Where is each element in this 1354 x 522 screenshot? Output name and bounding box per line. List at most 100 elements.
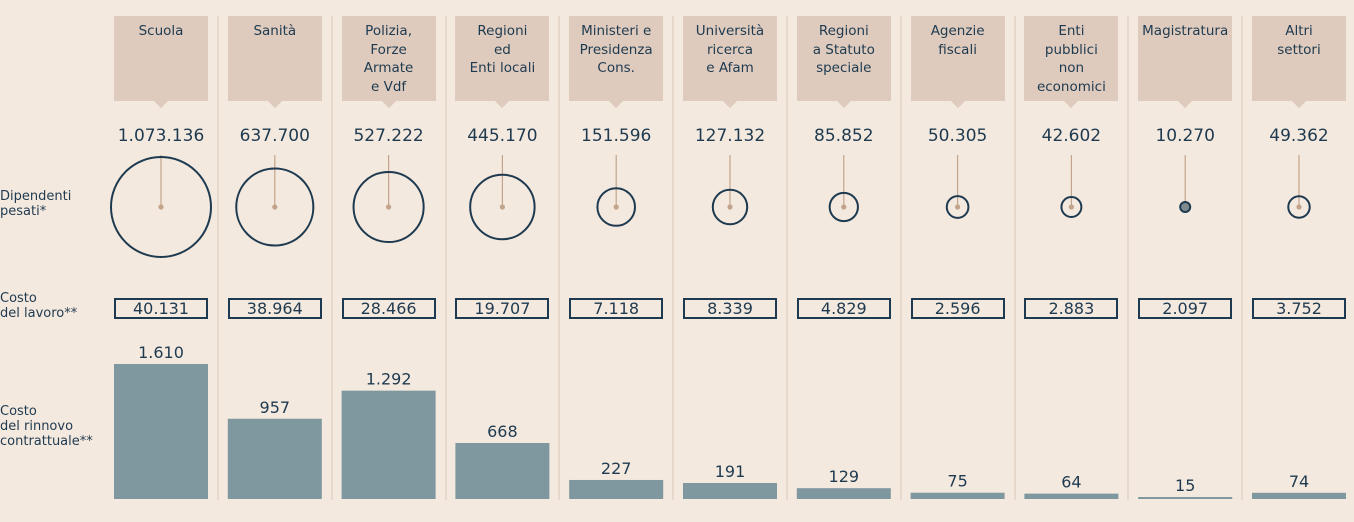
dipendenti-circle [596,187,636,227]
column-divider [672,16,675,500]
costo-lavoro-value: 2.596 [910,298,1005,319]
column-divider [217,16,219,500]
dipendenti-value: 1.073.136 [117,126,205,146]
row-label-costo-rinnovo: Costo del rinnovo contrattuale** [0,404,93,449]
dipendenti-circle [1287,195,1311,219]
rinnovo-bar-label: 64 [1061,473,1081,492]
costo-lavoro-value: 2.097 [1138,298,1233,319]
dipendenti-circle [828,191,859,223]
dipendenti-circle [711,188,749,226]
rinnovo-bar-label: 1.610 [138,343,184,362]
dipendenti-value: 10.270 [1155,126,1215,146]
dipendenti-center-dot [499,204,505,210]
rinnovo-bar-label: 1.292 [366,370,412,389]
dipendenti-circle [1179,201,1192,213]
costo-lavoro-value: 28.466 [341,298,436,319]
costo-lavoro-value: 8.339 [683,298,777,319]
category-header: Enti pubblici non economici [1024,16,1119,109]
rinnovo-bar-label: 129 [829,467,860,486]
dipendenti-circle [1060,196,1083,218]
rinnovo-bar [1252,492,1346,499]
column-divider [1013,16,1016,500]
rinnovo-bar-label: 74 [1289,472,1309,491]
rinnovo-bar [910,492,1005,499]
row-label-dipendenti: Dipendenti pesati* [0,189,72,219]
rinnovo-bar [341,390,436,499]
dipendenti-value: 637.700 [239,126,310,146]
column-divider [444,16,447,500]
dipendenti-circle [469,173,536,241]
costo-lavoro-value: 38.964 [227,298,322,319]
category-label: Scuola [138,23,184,39]
category-label: Altri settori [1277,23,1321,58]
rinnovo-bar-label: 227 [601,459,632,478]
rinnovo-bar [114,364,208,499]
rinnovo-bar [227,418,322,499]
rinnovo-bar [569,479,664,499]
dipendenti-value: 127.132 [694,126,766,146]
column-divider [899,16,902,500]
category-label: Regioni ed Enti locali [469,23,536,76]
dipendenti-value: 50.305 [927,126,988,146]
costo-lavoro-value: 19.707 [455,298,550,319]
rinnovo-bar [1024,493,1119,499]
rinnovo-bar-label: 191 [715,462,746,481]
category-label: Agenzie fiscali [930,23,985,58]
rinnovo-bar-label: 668 [487,422,518,441]
dipendenti-center-dot [841,204,847,210]
dipendenti-circle [235,167,315,247]
costo-lavoro-value: 4.829 [796,298,891,319]
category-header: Regioni ed Enti locali [455,16,550,109]
category-header: Scuola [114,16,208,109]
dipendenti-value: 85.852 [814,126,874,146]
dipendenti-center-dot [386,204,392,210]
dipendenti-circle [945,195,970,219]
category-header: Ministeri e Presidenza Cons. [569,16,664,109]
category-header: Altri settori [1252,16,1346,109]
rinnovo-bar [1138,497,1233,499]
column-divider [1241,16,1244,500]
dipendenti-value: 445.170 [467,126,538,146]
rinnovo-bar [683,482,777,499]
rinnovo-bar-label: 75 [947,472,967,491]
costo-lavoro-value: 2.883 [1024,298,1119,319]
category-header: Agenzie fiscali [910,16,1005,109]
dipendenti-center-dot [1068,204,1074,210]
dipendenti-center-dot [955,204,961,210]
dipendenti-value: 49.362 [1269,126,1329,146]
rinnovo-bar-label: 15 [1175,476,1195,495]
dipendenti-value: 151.596 [581,126,652,146]
dipendenti-center-dot [158,204,164,210]
costo-lavoro-value: 3.752 [1252,298,1346,319]
costo-lavoro-value: 7.118 [569,298,664,319]
dipendenti-center-dot [1296,204,1302,210]
dipendenti-center-dot [272,204,278,210]
costo-lavoro-value: 40.131 [114,298,208,319]
category-header: Sanità [227,16,322,109]
dipendenti-value: 42.602 [1041,126,1102,146]
category-label: Enti pubblici non economici [1036,23,1106,95]
column-divider [786,16,788,500]
row-label-costo-lavoro: Costo del lavoro** [0,291,78,321]
category-label: Regioni a Statuto speciale [812,23,875,76]
column-divider [1127,16,1130,500]
category-header: Università ricerca e Afam [683,16,777,109]
column-divider [558,16,561,500]
category-label: Polizia, Forze Armate e Vdf [363,23,414,95]
rinnovo-bar [455,442,550,499]
category-label: Magistratura [1142,23,1229,39]
dipendenti-value: 527.222 [353,126,424,146]
category-label: Ministeri e Presidenza Cons. [579,23,653,76]
category-header: Magistratura [1138,16,1233,109]
dipendenti-circle [110,156,212,258]
category-label: Università ricerca e Afam [695,23,765,76]
category-label: Sanità [253,23,297,39]
dipendenti-circle [352,170,425,244]
column-divider [330,16,333,500]
rinnovo-bar [796,488,891,499]
rinnovo-bar-label: 957 [260,398,291,417]
dipendenti-center-dot [727,204,733,210]
category-header: Regioni a Statuto speciale [796,16,891,109]
